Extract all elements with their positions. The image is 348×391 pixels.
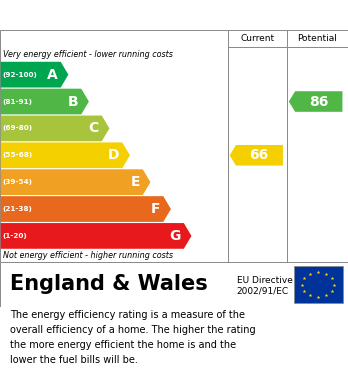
Text: (1-20): (1-20) <box>3 233 27 239</box>
Bar <box>294 265 343 303</box>
Polygon shape <box>1 169 150 195</box>
Text: (69-80): (69-80) <box>3 126 33 131</box>
Text: 66: 66 <box>250 148 269 162</box>
Text: Potential: Potential <box>298 34 338 43</box>
Text: Very energy efficient - lower running costs: Very energy efficient - lower running co… <box>3 50 173 59</box>
Text: Energy Efficiency Rating: Energy Efficiency Rating <box>14 7 235 23</box>
Text: (55-68): (55-68) <box>3 152 33 158</box>
Text: A: A <box>47 68 58 82</box>
Text: 2002/91/EC: 2002/91/EC <box>237 287 289 296</box>
Polygon shape <box>230 145 283 165</box>
Text: Current: Current <box>240 34 275 43</box>
Text: B: B <box>68 95 78 109</box>
Polygon shape <box>1 116 109 141</box>
Text: (81-91): (81-91) <box>3 99 33 104</box>
Text: The energy efficiency rating is a measure of the
overall efficiency of a home. T: The energy efficiency rating is a measur… <box>10 310 256 365</box>
Text: F: F <box>151 202 160 216</box>
Text: 86: 86 <box>309 95 328 109</box>
Polygon shape <box>1 196 171 222</box>
Polygon shape <box>1 142 130 168</box>
Text: (39-54): (39-54) <box>3 179 33 185</box>
Text: E: E <box>130 175 140 189</box>
Text: EU Directive: EU Directive <box>237 276 293 285</box>
Text: D: D <box>108 148 119 162</box>
Polygon shape <box>1 223 191 249</box>
Polygon shape <box>1 62 68 88</box>
Text: (21-38): (21-38) <box>3 206 33 212</box>
Text: (92-100): (92-100) <box>3 72 38 78</box>
Polygon shape <box>289 91 342 112</box>
Polygon shape <box>1 89 89 115</box>
Text: England & Wales: England & Wales <box>10 274 208 294</box>
Text: C: C <box>89 121 99 135</box>
Text: Not energy efficient - higher running costs: Not energy efficient - higher running co… <box>3 251 174 260</box>
Text: G: G <box>170 229 181 243</box>
